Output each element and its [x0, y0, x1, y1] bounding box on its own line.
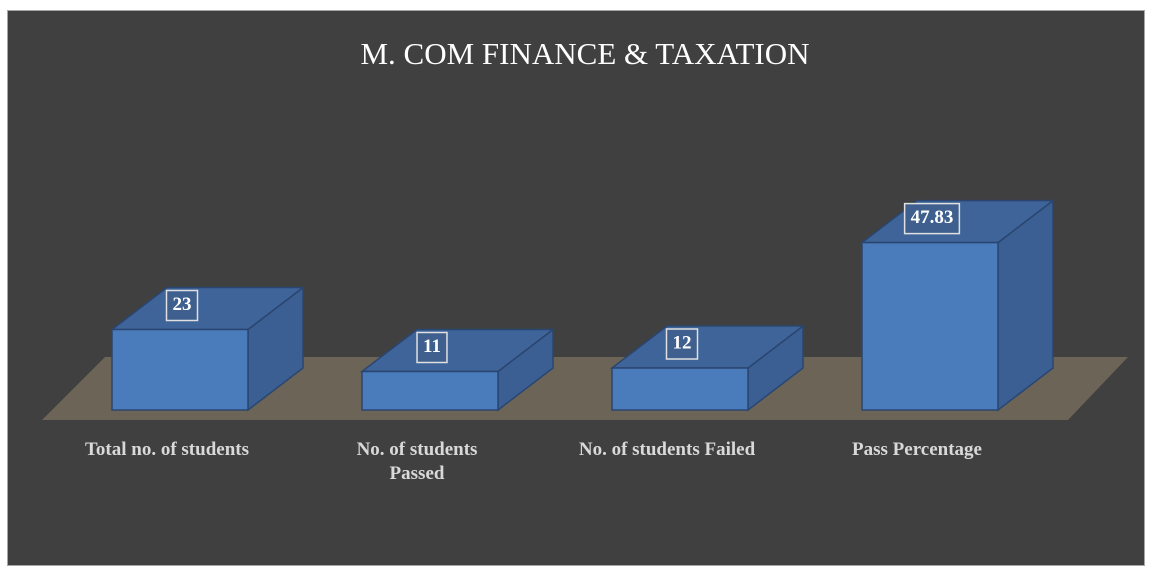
- data-label: 47.83: [911, 207, 954, 228]
- data-label: 12: [673, 332, 692, 353]
- bar-front: [361, 370, 499, 411]
- bar: [109, 285, 306, 412]
- bar-front: [611, 367, 749, 411]
- data-label: 11: [423, 336, 441, 357]
- bar-front: [861, 241, 999, 411]
- data-label-box: [416, 331, 448, 364]
- category-label: Pass Percentage: [852, 439, 982, 460]
- data-label: 23: [173, 294, 192, 315]
- chart-title: M. COM FINANCE & TAXATION: [360, 36, 809, 71]
- data-label-box: [165, 289, 199, 322]
- bar: [359, 327, 556, 412]
- floor: [42, 357, 1128, 420]
- data-label-box: [665, 328, 699, 360]
- category-label: Total no. of students: [84, 439, 249, 460]
- category-label: No. of students Passed: [356, 439, 478, 484]
- category-label: No. of students Failed: [578, 439, 756, 460]
- bar: [859, 199, 1056, 412]
- bar: [609, 324, 806, 412]
- data-label-box: [903, 202, 961, 235]
- bar-front: [111, 328, 249, 411]
